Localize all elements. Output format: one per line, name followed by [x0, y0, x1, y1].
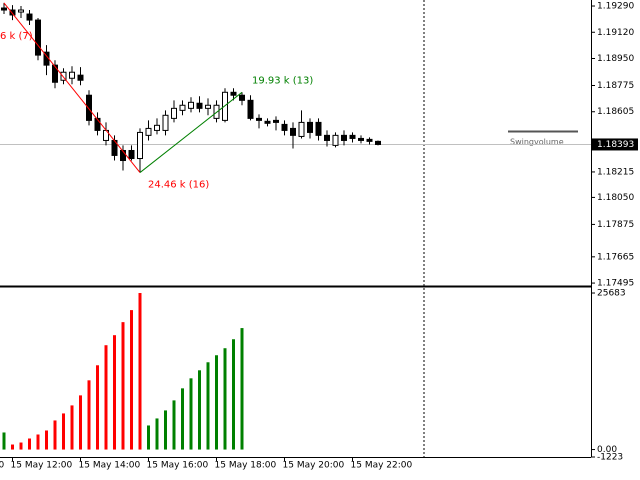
candle-body — [60, 71, 67, 81]
object-label: Swingvolume — [510, 138, 564, 147]
candle-body — [35, 19, 41, 56]
candle-body — [324, 134, 330, 141]
x-tick-label: 15 May 20:00 — [283, 461, 345, 471]
candle-body — [315, 121, 322, 136]
volume-bar — [181, 388, 184, 450]
candle-body — [375, 140, 381, 145]
candle-body — [86, 94, 92, 121]
swing-label: 6 k (7) — [0, 31, 33, 42]
x-tick-label: 15 May 10:00 — [0, 461, 4, 471]
volume-bar — [70, 405, 74, 450]
x-tick-label: 15 May 14:00 — [79, 461, 141, 471]
volume-bar — [104, 345, 108, 450]
candle-body — [290, 127, 296, 136]
volume-bar — [113, 335, 116, 450]
volume-bar — [147, 425, 150, 450]
candle-body — [298, 121, 305, 137]
volume-bar — [28, 438, 31, 450]
y-tick-label: 1.18950 — [597, 54, 634, 64]
candle-body — [171, 107, 177, 119]
swing-label: 19.93 k (13) — [252, 75, 313, 86]
y-tick-label: 1.19290 — [597, 2, 634, 12]
candle-body — [52, 64, 58, 83]
candle-body — [349, 134, 356, 139]
y-tick-label: 1.17495 — [597, 279, 634, 289]
y-tick-label: -1223 — [597, 453, 623, 463]
volume-bar — [36, 434, 40, 450]
candle-body — [222, 91, 228, 121]
swing-label: 24.46 k (16) — [148, 180, 209, 191]
volume-bar — [79, 395, 82, 450]
x-tick-label: 15 May 22:00 — [351, 461, 413, 471]
candle-body — [137, 131, 143, 160]
candle-body — [239, 94, 245, 101]
volume-bar — [164, 410, 167, 450]
x-tick-label: 15 May 16:00 — [147, 461, 209, 471]
current-price-label: 1.18393 — [597, 140, 634, 150]
y-tick-label: 1.19120 — [597, 28, 634, 38]
candle-body — [358, 137, 364, 141]
zigzag-segment — [3, 2, 141, 173]
volume-bar — [62, 413, 65, 450]
volume-bar — [206, 362, 210, 450]
volume-bar — [11, 444, 14, 450]
volume-bar — [2, 432, 6, 450]
candle-body — [205, 104, 211, 109]
candle-body — [162, 114, 169, 131]
volume-bar — [138, 293, 142, 450]
candle-body — [341, 134, 347, 141]
candle-body — [69, 71, 75, 79]
candle-body — [256, 117, 262, 121]
volume-bar — [240, 328, 244, 450]
volume-bar — [87, 380, 91, 450]
candle-body — [145, 127, 152, 136]
volume-bar — [45, 430, 48, 450]
y-tick-label: 1.18775 — [597, 81, 634, 91]
candle-body — [179, 104, 186, 111]
candle-body — [307, 121, 313, 133]
y-tick-label: 1.18605 — [597, 107, 634, 117]
x-tick-label: 15 May 12:00 — [11, 461, 73, 471]
zigzag-segment — [139, 91, 243, 173]
x-tick-label: 15 May 18:00 — [215, 461, 277, 471]
candle-body — [154, 124, 160, 131]
candle-body — [247, 99, 254, 119]
volume-bar — [198, 370, 201, 450]
y-tick-label: 1.18050 — [597, 193, 634, 203]
candle-body — [18, 9, 24, 13]
candle-body — [366, 138, 373, 142]
volume-bar — [172, 400, 176, 450]
candle-body — [281, 123, 288, 131]
volume-bar — [223, 348, 227, 450]
candle-body — [273, 119, 279, 123]
candle-body — [9, 9, 16, 16]
candle-body — [196, 102, 203, 109]
candle-body — [188, 101, 194, 109]
y-tick-label: 1.17875 — [597, 220, 634, 230]
candle-body — [77, 74, 84, 81]
current-price-box — [592, 138, 638, 151]
candle-body — [264, 120, 271, 124]
candle-body — [332, 134, 339, 146]
candle-body — [26, 13, 33, 21]
volume-bar — [232, 339, 235, 450]
y-tick-label: 0.00 — [597, 445, 617, 455]
volume-bar — [53, 420, 57, 450]
candle-body — [230, 91, 237, 96]
volume-bar — [96, 365, 99, 450]
candle-body — [94, 117, 101, 131]
volume-bar — [189, 378, 193, 450]
volume-bar — [19, 442, 23, 450]
y-tick-label: 1.17665 — [597, 252, 634, 262]
candle-body — [1, 7, 7, 11]
y-tick-label: 25683 — [597, 289, 626, 299]
volume-bar — [121, 322, 125, 450]
volume-bar — [215, 355, 218, 450]
candle-body — [120, 149, 126, 162]
candle-body — [128, 149, 135, 160]
y-tick-label: 1.18215 — [597, 167, 634, 177]
volume-bar — [155, 418, 159, 450]
volume-bar — [130, 310, 133, 450]
